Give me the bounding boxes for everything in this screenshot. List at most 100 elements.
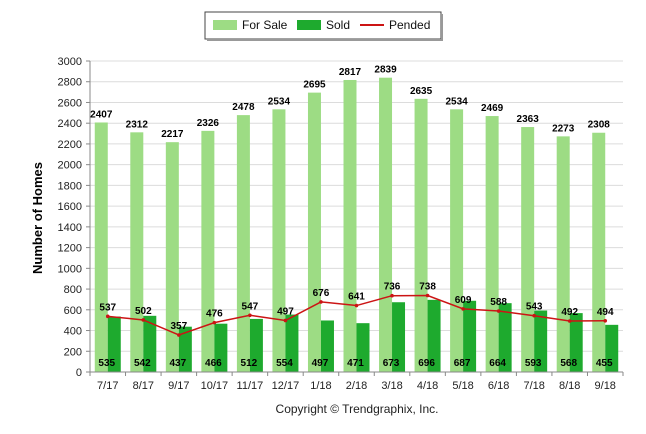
data-labels: 2407 535 537 2312 542 502 2217 437 357 2326 466 476… [90, 65, 614, 369]
label-pended: 494 [597, 307, 614, 318]
x-tick-label: 2/18 [346, 380, 367, 392]
y-tick-label: 1800 [58, 180, 82, 192]
bar-for-sale [272, 109, 286, 373]
legend-shadow [441, 14, 443, 41]
pended-point [319, 300, 323, 304]
label-for-sale: 2534 [268, 96, 291, 107]
bar-sold [569, 313, 583, 372]
bar-for-sale [165, 142, 179, 372]
label-sold: 568 [560, 358, 577, 369]
x-tick-label: 11/17 [237, 380, 264, 392]
x-tick-label: 7/17 [97, 380, 118, 392]
y-tick-label: 1600 [58, 201, 82, 213]
x-tick-label: 8/17 [133, 380, 154, 392]
x-tick-label: 10/17 [201, 380, 229, 392]
label-for-sale: 2695 [303, 80, 326, 91]
bar-for-sale [556, 136, 570, 372]
label-for-sale: 2308 [588, 120, 611, 131]
label-for-sale: 2217 [161, 129, 184, 140]
pended-point [567, 319, 572, 323]
label-sold: 593 [525, 358, 542, 369]
label-pended: 738 [419, 281, 436, 292]
label-sold: 471 [347, 358, 364, 369]
y-axis-label: Number of Homes [30, 162, 45, 274]
label-sold: 554 [276, 358, 293, 369]
x-tick-label: 9/18 [595, 380, 616, 392]
bar-sold [107, 316, 121, 372]
y-tick-label: 600 [64, 305, 82, 317]
label-for-sale: 2326 [197, 118, 220, 129]
label-sold: 497 [312, 358, 329, 369]
label-pended: 641 [348, 292, 365, 303]
label-pended: 476 [206, 309, 223, 320]
x-tick-label: 1/18 [310, 380, 331, 392]
pended-point [496, 309, 501, 313]
pended-point [105, 314, 110, 319]
label-sold: 437 [169, 358, 186, 369]
label-sold: 512 [241, 358, 258, 369]
pended-point [532, 313, 536, 318]
bar-sold [534, 310, 548, 372]
label-for-sale: 2534 [445, 96, 468, 107]
bar-sold [178, 326, 192, 372]
label-pended: 537 [99, 302, 116, 313]
label-sold: 673 [383, 358, 400, 369]
pended-point [425, 293, 430, 298]
label-for-sale: 2312 [126, 119, 149, 130]
bar-for-sale [485, 116, 499, 372]
label-pended: 492 [561, 307, 578, 318]
x-axis: 7/17 8/17 9/17 10/17 11/17 12/17 1/18 2/18 3/18 4… [89, 371, 624, 392]
y-axis: 0 200 400 600 800 1000 1200 1400 1600 1800 2000 220… [58, 56, 91, 379]
label-pended: 497 [277, 306, 294, 317]
label-sold: 535 [98, 358, 115, 369]
copyright-text: Copyright © Trendgraphix, Inc. [276, 402, 439, 416]
label-for-sale: 2839 [374, 65, 397, 76]
bar-for-sale [592, 132, 606, 372]
bar-for-sale [343, 79, 357, 372]
y-tick-label: 400 [64, 326, 82, 338]
bar-for-sale [379, 77, 393, 372]
x-tick-label: 7/18 [523, 380, 544, 392]
label-pended: 588 [490, 297, 507, 308]
y-tick-label: 800 [64, 284, 82, 296]
bar-sold [463, 300, 477, 372]
label-for-sale: 2363 [517, 114, 540, 125]
legend-swatch-sold [297, 20, 321, 30]
pended-point [177, 333, 181, 337]
legend-label-for-sale: For Sale [242, 18, 288, 32]
bar-for-sale [130, 132, 144, 372]
bar-sold [498, 303, 512, 372]
label-pended: 547 [242, 301, 259, 312]
label-sold: 687 [454, 358, 471, 369]
pended-point [212, 320, 217, 325]
label-for-sale: 2635 [410, 86, 433, 97]
label-sold: 466 [205, 358, 222, 369]
pended-point [248, 313, 252, 318]
y-tick-label: 2000 [58, 160, 82, 172]
x-tick-label: 5/18 [452, 380, 473, 392]
label-pended: 357 [170, 321, 187, 332]
y-tick-label: 0 [76, 367, 82, 379]
legend: For Sale Sold Pended [204, 11, 443, 41]
x-tick-label: 3/18 [381, 380, 402, 392]
pended-point [390, 293, 394, 298]
bar-for-sale [414, 98, 428, 373]
bar-sold [605, 324, 619, 372]
bar-sold [427, 299, 441, 372]
pended-point [283, 318, 288, 323]
y-tick-label: 1000 [58, 263, 82, 275]
bar-for-sale [236, 115, 250, 372]
label-pended: 543 [526, 302, 543, 313]
y-tick-label: 3000 [58, 56, 82, 68]
label-sold: 542 [134, 358, 151, 369]
bar-sold [392, 302, 406, 372]
label-for-sale: 2407 [90, 109, 113, 120]
y-tick-label: 2600 [58, 97, 82, 109]
pended-point [603, 318, 608, 323]
y-tick-label: 2200 [58, 139, 82, 151]
label-pended: 676 [313, 288, 330, 299]
y-tick-label: 200 [64, 346, 82, 358]
bar-for-sale [94, 122, 108, 372]
label-pended: 736 [384, 282, 401, 293]
